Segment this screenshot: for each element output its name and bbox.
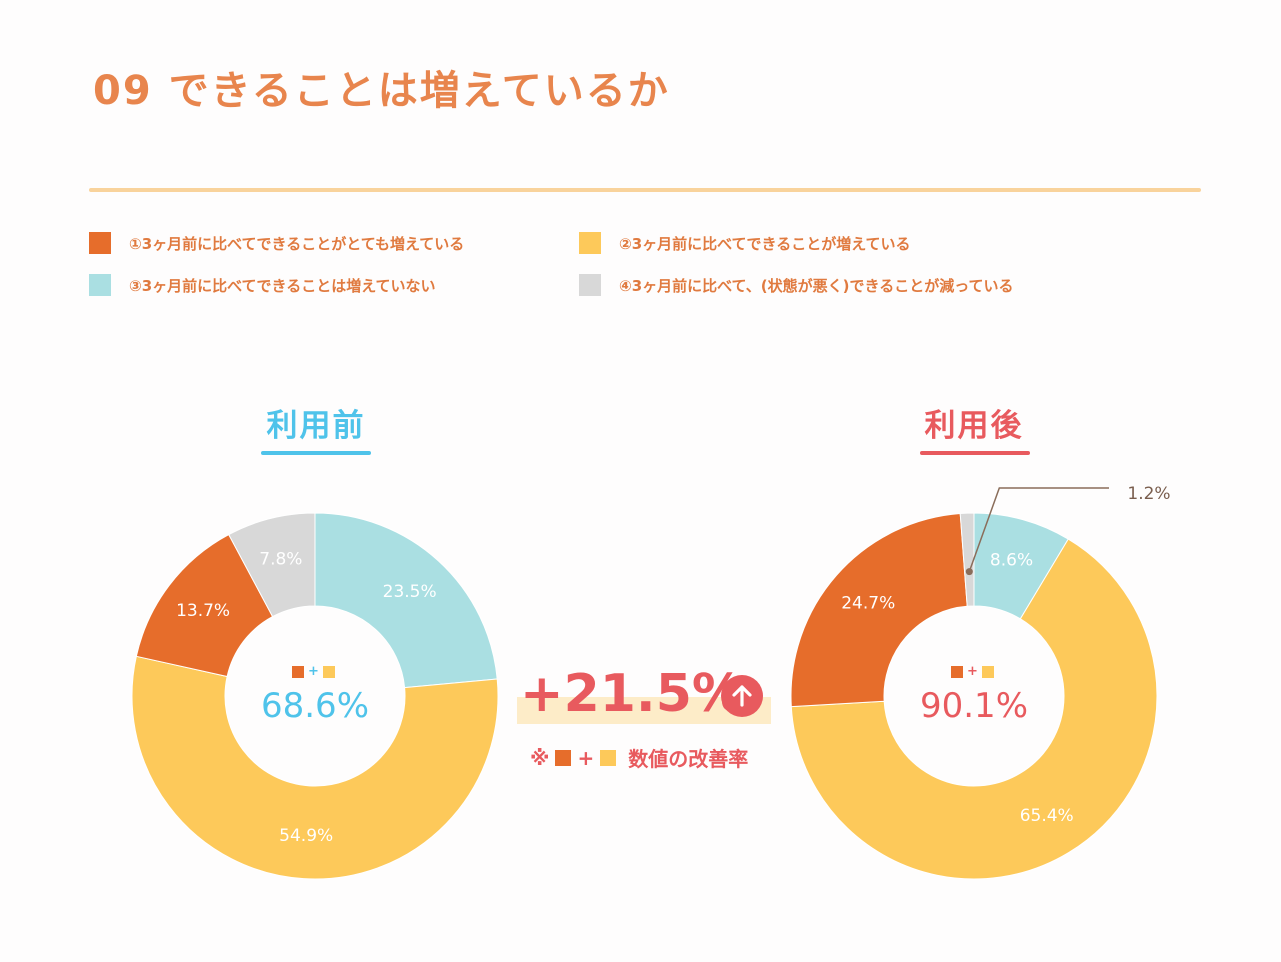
legend-item-4: ④3ヶ月前に比べて、(状態が悪く)できることが減っている bbox=[579, 274, 1013, 296]
after-slice-4 bbox=[959, 512, 975, 607]
title-divider bbox=[89, 188, 1201, 192]
after-label-3: 8.6% bbox=[990, 551, 1033, 571]
legend-label-3: ③3ヶ月前に比べてできることは増えていない bbox=[129, 276, 436, 295]
before-slice-3 bbox=[314, 512, 498, 689]
page-title: 09 できることは増えているか bbox=[93, 68, 670, 114]
note-text: 数値の改善率 bbox=[628, 747, 749, 771]
after-center-icons: + bbox=[951, 664, 994, 679]
before-label-3: 23.5% bbox=[383, 582, 437, 602]
after-center-value: 90.1% bbox=[919, 686, 1028, 726]
before-title: 利用前 bbox=[266, 408, 366, 444]
before-center-plus: + bbox=[308, 664, 319, 679]
legend-swatch-4 bbox=[579, 274, 601, 296]
improvement-note: ※ + 数値の改善率 bbox=[530, 743, 748, 772]
after-label-1: 24.7% bbox=[841, 594, 895, 614]
after-center-square-2 bbox=[981, 665, 994, 678]
note-square-2 bbox=[600, 749, 617, 766]
after-slice-1 bbox=[790, 513, 968, 708]
before-donut-chart: 23.5% 54.9% 13.7% 7.8% bbox=[131, 512, 499, 880]
after-label-2: 65.4% bbox=[1020, 806, 1074, 826]
legend-item-2: ②3ヶ月前に比べてできることが増えている bbox=[579, 232, 911, 254]
after-label-4: 1.2% bbox=[1127, 484, 1170, 504]
legend-label-1: ①3ヶ月前に比べてできることがとても増えている bbox=[129, 234, 465, 253]
legend-swatch-1 bbox=[89, 232, 111, 254]
legend-label-4: ④3ヶ月前に比べて、(状態が悪く)できることが減っている bbox=[619, 276, 1014, 295]
legend-label-2: ②3ヶ月前に比べてできることが増えている bbox=[619, 234, 911, 253]
legend-item-3: ③3ヶ月前に比べてできることは増えていない bbox=[89, 274, 436, 296]
before-slice-2 bbox=[131, 655, 499, 880]
before-label-1: 13.7% bbox=[176, 601, 230, 621]
before-center-value: 68.6% bbox=[260, 686, 369, 726]
after-donut-chart: 8.6% 65.4% 24.7% 1.2% bbox=[790, 484, 1171, 880]
after-leader-line bbox=[968, 487, 1109, 572]
after-title: 利用後 bbox=[924, 408, 1024, 444]
after-center-plus: + bbox=[967, 664, 978, 679]
improvement-value: +21.5% bbox=[520, 664, 744, 724]
before-title-underline bbox=[261, 451, 371, 455]
before-label-2: 54.9% bbox=[279, 826, 333, 846]
note-square-1 bbox=[555, 749, 572, 766]
before-slice-4 bbox=[228, 512, 316, 618]
after-slice-2 bbox=[790, 538, 1158, 880]
legend-item-1: ①3ヶ月前に比べてできることがとても増えている bbox=[89, 232, 464, 254]
note-plus: + bbox=[577, 745, 595, 770]
before-center-icons: + bbox=[292, 664, 335, 679]
arrow-up-icon bbox=[721, 675, 763, 717]
before-center-square-1 bbox=[292, 665, 304, 678]
legend-swatch-2 bbox=[579, 232, 601, 254]
legend-swatch-3 bbox=[89, 274, 111, 296]
after-title-underline bbox=[920, 451, 1030, 455]
note-mark: ※ bbox=[530, 745, 550, 770]
after-center-square-1 bbox=[951, 665, 963, 678]
before-center-square-2 bbox=[322, 665, 335, 678]
before-label-4: 7.8% bbox=[259, 550, 302, 570]
